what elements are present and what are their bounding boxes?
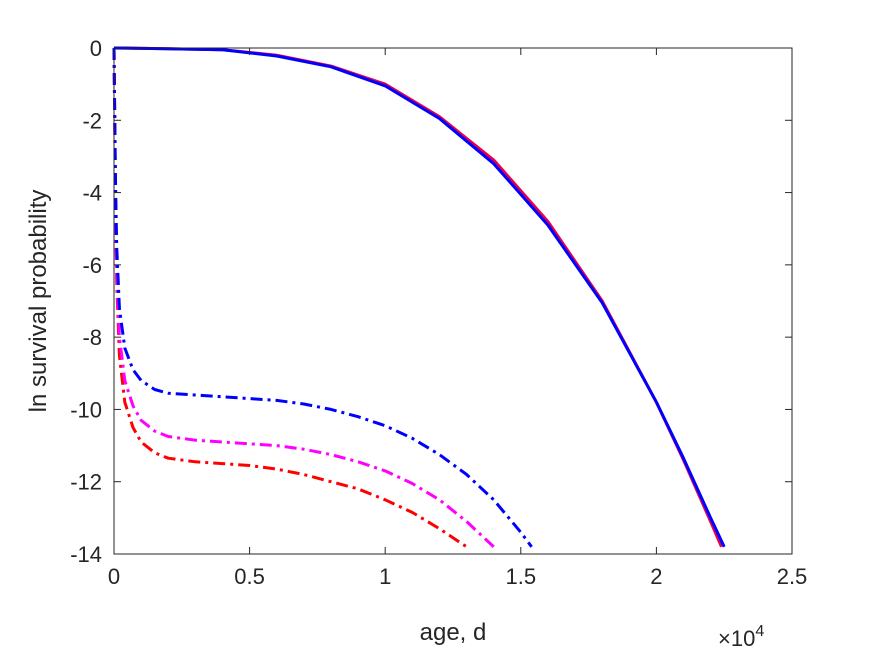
y-tick-label: -2 — [82, 108, 102, 133]
x-axis-exponent-power: 4 — [755, 623, 764, 640]
x-tick-label: 2 — [650, 564, 662, 589]
x-axis-exponent-base: ×10 — [718, 626, 755, 651]
x-tick-label: 2.5 — [777, 564, 808, 589]
x-tick-label: 0.5 — [234, 564, 265, 589]
y-tick-label: -12 — [70, 470, 102, 495]
x-axis-exponent: ×104 — [718, 623, 764, 651]
y-axis-label: ln survival probability — [25, 190, 52, 413]
x-tick-label: 1.5 — [506, 564, 537, 589]
y-tick-label: -10 — [70, 397, 102, 422]
series-line-5 — [112, 47, 533, 548]
axes-layer — [113, 47, 793, 555]
x-tick-label: 0 — [108, 564, 120, 589]
y-tick-label: 0 — [90, 36, 102, 61]
y-tick-label: -8 — [82, 325, 102, 350]
x-tick-label: 1 — [379, 564, 391, 589]
axes-box — [113, 47, 793, 555]
plot-area-background — [114, 48, 792, 554]
series-layer — [112, 46, 726, 549]
y-tick-label: -6 — [82, 253, 102, 278]
ticks-layer: 0 0.5 1 1.5 2 2.5 0 -2 -4 -6 -8 -10 -12 -14 — [70, 36, 807, 589]
y-tick-label: -4 — [82, 181, 102, 206]
x-axis-label: age, d — [420, 619, 487, 646]
series-line-4 — [112, 47, 495, 548]
y-tick-label: -14 — [70, 542, 102, 567]
series-line-2 — [113, 46, 726, 548]
